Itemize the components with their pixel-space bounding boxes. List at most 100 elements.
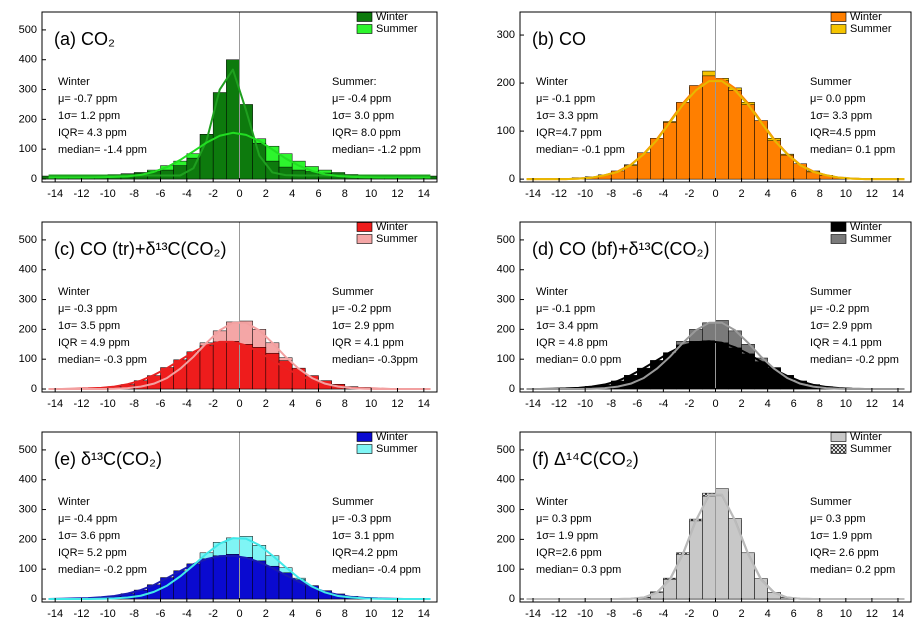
stats-text: 1σ= 1.2 ppm [58, 110, 120, 122]
x-tick-label: 12 [866, 398, 878, 410]
plot-frame [519, 221, 912, 393]
x-tick-label: 8 [342, 188, 348, 200]
bar [199, 345, 214, 390]
stats-text: μ= 0.3 ppm [536, 513, 592, 525]
x-tick-label: -2 [208, 398, 218, 410]
stats-text: μ= -0.3 ppm [58, 303, 117, 315]
bar [741, 104, 755, 180]
x-tick-label: 12 [391, 608, 403, 619]
x-tick-label: 8 [342, 608, 348, 619]
fit-curve [48, 131, 431, 179]
x-tick-label: 12 [866, 188, 878, 200]
fit-curve [526, 321, 905, 391]
y-tick-label: 500 [19, 234, 37, 246]
x-tick-label: -8 [606, 398, 616, 410]
plot-frame [519, 11, 912, 183]
x-tick-label: 10 [365, 398, 377, 410]
x-tick-label: 14 [892, 398, 904, 410]
x-tick-label: 4 [765, 608, 771, 619]
stats-text: Winter [536, 496, 568, 508]
stats-text: IQR = 4.1 ppm [332, 337, 404, 349]
y-tick-label: 300 [19, 83, 37, 95]
x-tick-label: -6 [156, 188, 166, 200]
fit-curve [526, 80, 905, 181]
stats-text: μ= -0.7 ppm [58, 93, 117, 105]
stats-text: Summer: [332, 76, 377, 88]
legend-label: Summer [850, 233, 892, 245]
x-tick-label: -4 [182, 608, 192, 619]
x-tick-label: 6 [791, 188, 797, 200]
x-tick-label: -4 [182, 398, 192, 410]
y-tick-label: 300 [497, 29, 515, 41]
x-tick-label: -12 [74, 608, 90, 619]
bar [741, 552, 755, 600]
x-tick-label: -8 [129, 188, 139, 200]
bar [754, 578, 768, 600]
bar [741, 353, 755, 390]
stats-text: median= 0.1 ppm [810, 144, 895, 156]
stats-text: IQR=4.2 ppm [332, 547, 398, 559]
panel-title: (f) Δ¹⁴C(CO₂) [532, 449, 639, 469]
x-tick-label: -6 [156, 608, 166, 619]
x-tick-label: 0 [236, 398, 242, 410]
bar [212, 555, 227, 600]
stats-text: 1σ= 1.9 ppm [810, 530, 872, 542]
y-tick-label: 100 [19, 353, 37, 365]
x-tick-label: 4 [765, 398, 771, 410]
stats-text: median= -0.3ppm [332, 354, 418, 366]
bar [265, 160, 280, 180]
y-tick-label: 400 [19, 264, 37, 276]
stats-text: 1σ= 3.1 ppm [332, 530, 394, 542]
stats-text: 1σ= 3.4 ppm [536, 320, 598, 332]
legend-label: Summer [376, 443, 418, 455]
stats-text: Summer [810, 76, 852, 88]
x-tick-label: 10 [365, 188, 377, 200]
panel: 0 100 200 300 400 500 -14 -12 -10 -8 -6 -4 -2 0 2 4 6 8 10… [19, 221, 438, 410]
legend-label: Winter [376, 431, 408, 443]
x-tick-label: -8 [606, 608, 616, 619]
stats-text: 1σ= 1.9 ppm [536, 530, 598, 542]
x-tick-label: -14 [47, 188, 63, 200]
x-tick-label: 6 [315, 188, 321, 200]
x-tick-label: -2 [208, 188, 218, 200]
x-tick-label: 14 [418, 608, 430, 619]
stats-text: 1σ= 2.9 ppm [810, 320, 872, 332]
panel-title: (b) CO [532, 29, 586, 49]
x-tick-label: 0 [236, 608, 242, 619]
panel: 0 100 200 300 400 500 -14 -12 -10 -8 -6 -4 -2 0 2 4 6 8 10… [19, 11, 438, 200]
x-tick-label: 4 [765, 188, 771, 200]
stats-text: Winter [536, 286, 568, 298]
stats-text: μ= -0.1 ppm [536, 93, 595, 105]
y-tick-label: 0 [509, 173, 515, 185]
y-tick-label: 200 [497, 77, 515, 89]
bar [173, 570, 188, 600]
x-tick-label: -14 [525, 608, 541, 619]
x-tick-label: 14 [892, 608, 904, 619]
y-tick-label: 0 [31, 173, 37, 185]
y-tick-label: 100 [19, 563, 37, 575]
x-tick-label: 2 [739, 398, 745, 410]
stats-text: Winter [58, 76, 90, 88]
plot-frame [41, 11, 438, 183]
stats-text: Winter [58, 496, 90, 508]
legend-label: Winter [850, 11, 882, 23]
x-tick-label: 14 [892, 188, 904, 200]
stats-text: IQR= 5.2 ppm [58, 547, 127, 559]
x-tick-label: 6 [315, 398, 321, 410]
y-tick-label: 200 [19, 533, 37, 545]
x-tick-label: -4 [182, 188, 192, 200]
stats-text: median= -0.4 ppm [332, 564, 421, 576]
x-tick-label: -4 [658, 398, 668, 410]
legend-swatch [830, 12, 847, 22]
x-tick-label: 8 [817, 188, 823, 200]
stats-text: 1σ= 3.5 ppm [58, 320, 120, 332]
bar [252, 560, 267, 600]
panel-title: (d) CO (bf)+δ¹³C(CO₂) [532, 239, 710, 259]
legend-label: Winter [850, 221, 882, 233]
x-tick-label: 4 [289, 188, 295, 200]
bar [239, 104, 253, 180]
bar [676, 344, 690, 390]
y-tick-label: 400 [19, 54, 37, 66]
bar [199, 558, 214, 600]
x-tick-label: -14 [47, 398, 63, 410]
